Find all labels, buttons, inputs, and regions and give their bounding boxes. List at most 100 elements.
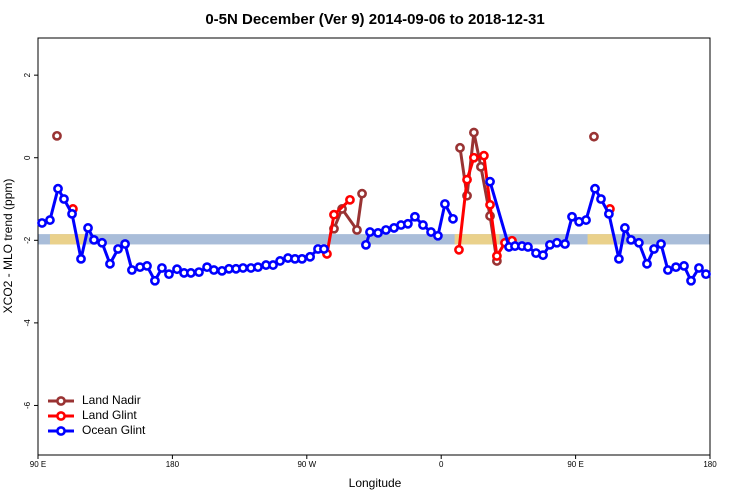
point — [679, 261, 689, 271]
point — [426, 227, 436, 237]
land-span — [454, 234, 500, 245]
y-tick-label: -6 — [23, 401, 32, 409]
point — [604, 208, 614, 219]
point — [634, 237, 644, 248]
point — [345, 194, 355, 205]
point — [671, 262, 681, 273]
x-tick-label: 180 — [703, 460, 717, 469]
y-tick-label: 2 — [23, 72, 32, 77]
point — [686, 275, 696, 286]
point — [462, 174, 472, 185]
point — [485, 176, 495, 187]
plot-frame — [37, 37, 711, 456]
legend-label: Ocean Glint — [82, 423, 146, 437]
point — [589, 131, 599, 142]
point — [275, 256, 285, 266]
point — [454, 244, 464, 255]
point — [381, 225, 391, 235]
point — [567, 211, 577, 222]
point — [701, 269, 711, 280]
land-span — [49, 234, 85, 245]
point — [552, 237, 562, 248]
point — [596, 194, 606, 204]
point — [614, 253, 624, 264]
point — [469, 152, 479, 163]
point — [59, 194, 69, 204]
point — [238, 263, 248, 273]
point — [410, 211, 420, 222]
point — [53, 183, 63, 194]
point — [268, 260, 278, 270]
point — [127, 265, 137, 275]
point — [319, 244, 329, 254]
point — [418, 220, 428, 230]
chart-title: 0-5N December (Ver 9) 2014-09-06 to 2018… — [205, 11, 544, 28]
point — [142, 261, 152, 271]
point — [433, 230, 443, 241]
point — [186, 268, 196, 278]
point — [538, 250, 548, 261]
point — [76, 253, 86, 264]
point — [97, 237, 107, 248]
point — [626, 234, 636, 245]
point — [150, 275, 160, 286]
band — [38, 234, 710, 245]
point — [455, 142, 465, 153]
point — [172, 264, 182, 275]
point — [67, 208, 77, 219]
legend-marker — [56, 426, 66, 436]
point — [448, 213, 458, 224]
point — [402, 218, 413, 229]
y-tick-label: -4 — [23, 319, 32, 327]
point — [662, 265, 673, 275]
point — [157, 263, 167, 273]
point — [164, 269, 174, 280]
y-axis-label: XCO2 - MLO trend (ppm) — [1, 179, 15, 314]
y-tick-label: -2 — [23, 236, 32, 244]
point — [373, 227, 383, 238]
legend-marker — [56, 411, 66, 421]
point — [83, 223, 93, 233]
x-tick-label: 180 — [166, 460, 180, 469]
x-tick-label: 90 E — [30, 460, 46, 469]
legend-marker — [56, 396, 66, 406]
point — [209, 265, 219, 275]
point — [253, 262, 263, 273]
point — [479, 150, 489, 161]
x-tick-label: 0 — [439, 460, 444, 469]
legend-label: Land Nadir — [82, 393, 141, 407]
point — [469, 127, 479, 138]
point — [105, 258, 115, 269]
legend-label: Land Glint — [82, 408, 137, 422]
point — [476, 161, 486, 172]
point — [194, 267, 204, 277]
point — [89, 234, 99, 245]
point — [113, 244, 123, 254]
point — [361, 239, 371, 250]
land-span — [587, 234, 615, 245]
point — [352, 225, 362, 235]
point — [52, 130, 62, 141]
x-tick-label: 90 W — [297, 460, 316, 469]
point — [440, 199, 450, 209]
point — [649, 244, 659, 254]
point — [357, 188, 367, 199]
point — [120, 239, 130, 249]
point — [656, 239, 666, 249]
x-tick-label: 90 E — [567, 460, 583, 469]
point — [642, 258, 652, 269]
point — [45, 215, 55, 225]
point — [305, 251, 315, 262]
point — [581, 215, 591, 225]
point — [523, 242, 533, 252]
x-axis-label: Longitude — [349, 476, 402, 490]
point — [485, 199, 495, 210]
point — [37, 218, 47, 228]
point — [590, 183, 600, 194]
point — [365, 227, 375, 237]
point — [694, 263, 704, 273]
point — [297, 253, 307, 264]
point — [329, 209, 339, 220]
y-tick-label: 0 — [23, 155, 32, 160]
